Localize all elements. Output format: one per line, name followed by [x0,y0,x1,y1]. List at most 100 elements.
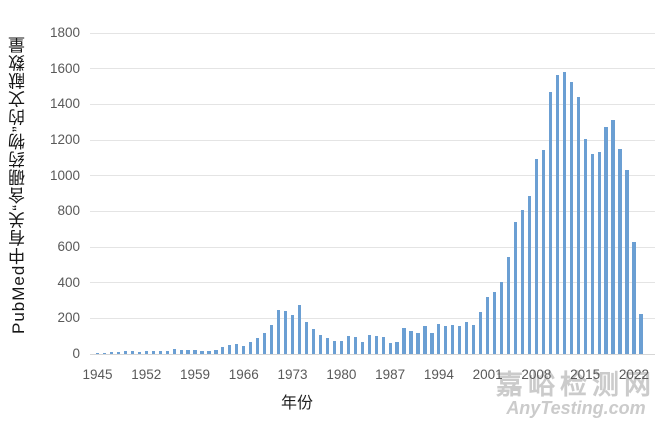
bar-2017 [597,152,601,354]
bar-1987 [388,342,392,354]
bar-2022 [632,241,636,354]
y-tick-label: 1800 [49,25,80,40]
bar-1953 [151,351,155,354]
bar-1973 [290,314,295,354]
bar-2013 [569,82,573,354]
bar-1988 [395,341,399,354]
bar-1949 [123,351,127,354]
bar-1967 [249,341,253,354]
y-tick-label: 1200 [49,132,80,147]
bar-1984 [367,335,371,354]
x-tick-label: 1994 [423,367,454,382]
bar-1995 [444,325,448,354]
bar-2016 [590,153,594,354]
bar-2009 [541,149,545,354]
x-tick-label: 1987 [375,367,406,382]
bar-1991 [416,332,420,354]
bar-1969 [263,332,267,354]
bar-2000 [479,312,483,354]
plot-area [90,32,655,355]
bar-1955 [165,350,169,354]
bar-2007 [527,195,532,354]
gridline [90,68,655,70]
bar-1964 [228,345,232,354]
y-tick-label: 1400 [49,96,80,112]
bar-2021 [625,169,629,354]
bar-1950 [130,351,134,354]
bar-2012 [562,72,566,354]
bar-1947 [109,352,114,354]
x-tick-label: 2001 [472,367,503,382]
bar-2006 [520,209,525,354]
bar-1951 [137,351,141,354]
bar-1996 [451,324,455,354]
bar-1959 [193,349,197,354]
bar-1983 [360,342,364,354]
bar-2001 [486,297,490,354]
bar-1998 [465,322,469,354]
bar-1952 [144,351,148,354]
bar-2011 [555,74,559,354]
bar-1960 [200,351,204,354]
gridline [90,175,655,177]
bar-2018 [604,126,608,354]
x-tick-label: 1945 [82,367,113,382]
bar-1970 [270,325,274,354]
x-tick-label: 1973 [277,367,308,382]
bar-2019 [611,120,615,354]
bar-1999 [472,324,476,354]
gridline [90,139,655,141]
gridline [90,103,655,105]
bar-1994 [437,323,441,354]
bar-1992 [423,326,427,354]
bar-2004 [506,257,511,354]
bar-2023 [639,314,643,354]
bar-1972 [284,311,288,354]
bar-1989 [402,327,406,354]
bar-1958 [186,350,190,354]
y-tick-label: 1000 [49,167,80,183]
bar-1985 [374,336,378,354]
x-axis-title: 年份 [280,395,313,412]
bar-1945 [95,353,100,354]
bar-1956 [172,349,176,354]
gridline [90,210,655,212]
y-tick-label: 400 [57,274,80,290]
bar-1974 [297,304,302,354]
gridline [90,246,655,248]
bar-1962 [214,350,218,354]
bar-2002 [493,292,497,354]
y-tick-label: 800 [57,203,80,219]
bar-2008 [534,158,538,354]
y-tick-label: 200 [57,310,80,326]
bar-2020 [618,148,622,354]
y-tick-label: 0 [72,346,80,361]
bar-1957 [179,350,183,354]
bar-1986 [381,337,385,354]
bar-2003 [499,282,504,354]
bar-1979 [332,340,336,354]
x-tick-label: 1966 [228,367,259,382]
bar-1993 [430,332,434,354]
bar-2015 [583,139,587,354]
bar-1990 [409,331,413,354]
bar-1980 [339,340,343,354]
bar-1976 [311,329,316,354]
bar-1982 [353,336,357,354]
bar-1997 [458,325,462,354]
bar-1977 [318,334,323,354]
bar-1965 [235,344,239,354]
bar-1968 [256,337,260,354]
bar-1971 [277,309,281,354]
bar-1961 [207,350,211,354]
x-tick-label: 2022 [618,367,649,382]
bar-1946 [102,352,107,354]
bar-2010 [548,91,552,354]
bar-2005 [513,221,518,354]
gridline [90,282,655,284]
x-tick-label: 1980 [326,367,357,382]
bar-1948 [116,351,120,354]
bar-1966 [242,346,246,354]
bar-1954 [158,350,162,354]
